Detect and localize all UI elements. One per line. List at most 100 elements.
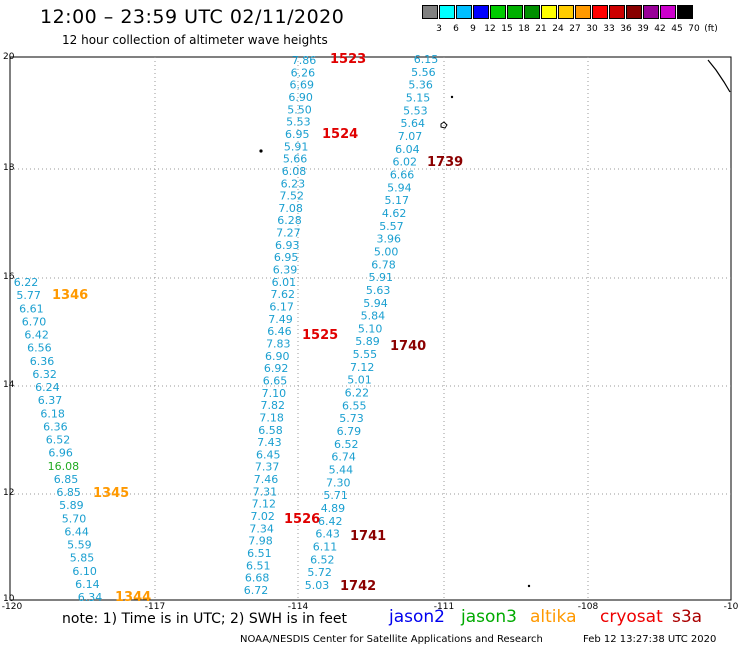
legend-swatch bbox=[473, 5, 489, 19]
swh-value: 5.91 bbox=[284, 140, 309, 153]
swh-value: 6.17 bbox=[269, 301, 294, 314]
swh-value: 6.69 bbox=[290, 79, 315, 92]
swh-value: 5.89 bbox=[355, 335, 380, 348]
swh-value: 6.52 bbox=[334, 438, 359, 451]
swh-value: 6.14 bbox=[75, 578, 100, 591]
swh-value: 4.62 bbox=[382, 207, 407, 220]
swh-value: 6.52 bbox=[46, 434, 71, 447]
swh-value: 5.57 bbox=[379, 220, 404, 233]
legend-label: 9 bbox=[470, 24, 476, 34]
swh-value: 7.12 bbox=[350, 361, 375, 374]
track-time-label: 1523 bbox=[330, 52, 366, 67]
swh-value: 6.90 bbox=[288, 91, 313, 104]
swh-value: 7.34 bbox=[249, 522, 274, 535]
swh-value: 6.95 bbox=[274, 251, 299, 264]
legend-swatch bbox=[524, 5, 540, 19]
swh-value: 7.27 bbox=[276, 227, 301, 240]
swh-value: 7.08 bbox=[278, 202, 303, 215]
swh-value: 5.84 bbox=[361, 310, 386, 323]
swh-value: 6.01 bbox=[272, 276, 297, 289]
mission-cryosat: cryosat bbox=[600, 607, 663, 627]
legend-label: 39 bbox=[637, 24, 649, 34]
legend-swatch bbox=[609, 5, 625, 19]
swh-value: 6.78 bbox=[371, 258, 396, 271]
swh-value: 6.26 bbox=[291, 66, 316, 79]
legend-label: 27 bbox=[569, 24, 581, 34]
swh-value: 7.46 bbox=[254, 473, 279, 486]
swh-value: 6.93 bbox=[275, 239, 300, 252]
legend-label: 18 bbox=[518, 24, 530, 34]
coastline bbox=[707, 59, 731, 93]
x-axis-tick-label: -114 bbox=[288, 602, 309, 612]
swh-value: 7.62 bbox=[271, 288, 296, 301]
swh-value: 7.82 bbox=[260, 399, 285, 412]
swh-value: 6.36 bbox=[43, 420, 68, 433]
swh-value: 5.50 bbox=[287, 103, 312, 116]
swh-value: 6.32 bbox=[32, 368, 57, 381]
swh-value: 7.49 bbox=[268, 313, 293, 326]
swh-value: 6.92 bbox=[264, 362, 289, 375]
swh-value: 5.64 bbox=[400, 117, 425, 130]
swh-value: 5.00 bbox=[374, 245, 399, 258]
swh-value: 6.95 bbox=[285, 128, 310, 141]
swh-value: 7.10 bbox=[262, 387, 287, 400]
track-time-label: 1524 bbox=[322, 127, 358, 142]
swh-value: 6.08 bbox=[282, 165, 307, 178]
swh-value: 6.90 bbox=[265, 350, 290, 363]
x-axis-tick-label: -108 bbox=[578, 602, 599, 612]
legend-swatches bbox=[422, 5, 694, 19]
legend-label: 33 bbox=[603, 24, 615, 34]
swh-value: 4.89 bbox=[321, 502, 346, 515]
generation-timestamp: Feb 12 13:27:38 UTC 2020 bbox=[583, 634, 717, 645]
track-time-label: 1346 bbox=[52, 288, 88, 303]
swh-value: 5.77 bbox=[16, 289, 41, 302]
swh-value: 7.07 bbox=[398, 130, 423, 143]
legend-swatch bbox=[507, 5, 523, 19]
swh-value: 7.31 bbox=[253, 485, 278, 498]
swh-value: 6.72 bbox=[244, 584, 269, 597]
legend-label: 45 bbox=[671, 24, 683, 34]
y-axis-tick-label: 18 bbox=[3, 163, 15, 173]
swh-value: 5.36 bbox=[408, 79, 433, 92]
swh-value: 5.15 bbox=[406, 91, 431, 104]
island-dot bbox=[450, 95, 454, 99]
legend-swatch bbox=[643, 5, 659, 19]
track-time-label: 1344 bbox=[115, 590, 151, 605]
swh-value: 6.85 bbox=[56, 486, 81, 499]
swh-value: 6.43 bbox=[315, 528, 340, 541]
legend-swatch bbox=[558, 5, 574, 19]
swh-value: 5.03 bbox=[305, 579, 330, 592]
y-axis-tick-label: 10 bbox=[3, 594, 15, 604]
swh-value: 3.96 bbox=[377, 233, 402, 246]
swh-value: 6.37 bbox=[38, 394, 63, 407]
swh-value: 7.52 bbox=[279, 190, 304, 203]
page-subtitle: 12 hour collection of altimeter wave hei… bbox=[62, 33, 328, 47]
swh-value: 6.28 bbox=[277, 214, 302, 227]
x-axis-tick-label: -111 bbox=[434, 602, 454, 612]
track-time-label: 1526 bbox=[284, 512, 320, 527]
mission-s3a: s3a bbox=[672, 607, 703, 627]
swh-value: 6.04 bbox=[395, 143, 420, 156]
swh-value: 5.72 bbox=[307, 566, 332, 579]
legend-label: 15 bbox=[501, 24, 513, 34]
swh-value: 5.94 bbox=[387, 181, 412, 194]
swh-value: 6.65 bbox=[263, 374, 288, 387]
legend-swatch bbox=[677, 5, 693, 19]
swh-value: 5.73 bbox=[339, 412, 364, 425]
island-dot bbox=[527, 584, 531, 588]
swh-value: 6.36 bbox=[30, 355, 55, 368]
swh-value: 6.42 bbox=[24, 329, 49, 342]
legend-label: 24 bbox=[552, 24, 564, 34]
swh-value: 7.12 bbox=[252, 498, 277, 511]
swh-value: 5.53 bbox=[403, 104, 428, 117]
swh-value: 5.53 bbox=[286, 116, 311, 129]
track-time-label: 1740 bbox=[390, 339, 426, 354]
y-axis-tick-label: 14 bbox=[3, 380, 15, 390]
mission-altika: altika bbox=[530, 607, 577, 627]
swh-value: 6.24 bbox=[35, 381, 60, 394]
swh-value: 6.44 bbox=[64, 525, 89, 538]
swh-value: 7.18 bbox=[259, 411, 284, 424]
swh-value: 6.70 bbox=[22, 315, 47, 328]
map-frame bbox=[9, 56, 732, 601]
